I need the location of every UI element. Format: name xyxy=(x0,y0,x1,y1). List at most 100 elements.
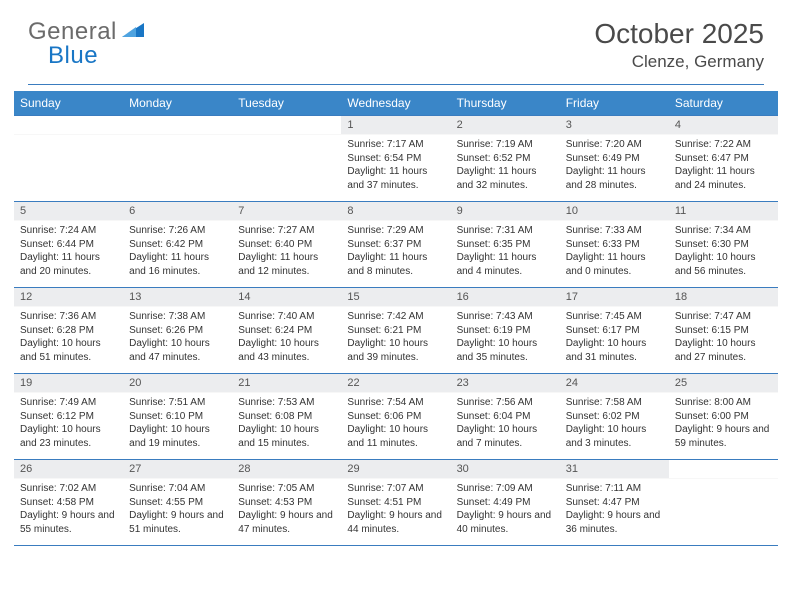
day-details: Sunrise: 7:31 AMSunset: 6:35 PMDaylight:… xyxy=(451,221,560,282)
day-details: Sunrise: 7:38 AMSunset: 6:26 PMDaylight:… xyxy=(123,307,232,368)
daylight-text: Daylight: 10 hours and 15 minutes. xyxy=(238,423,335,450)
daylight-text: Daylight: 9 hours and 40 minutes. xyxy=(457,509,554,536)
sunset-text: Sunset: 6:21 PM xyxy=(347,324,444,338)
sunset-text: Sunset: 6:40 PM xyxy=(238,238,335,252)
calendar-day-cell: 12Sunrise: 7:36 AMSunset: 6:28 PMDayligh… xyxy=(14,288,123,374)
day-details: Sunrise: 7:33 AMSunset: 6:33 PMDaylight:… xyxy=(560,221,669,282)
calendar-day-cell xyxy=(669,460,778,546)
daylight-text: Daylight: 10 hours and 19 minutes. xyxy=(129,423,226,450)
calendar-day-cell: 11Sunrise: 7:34 AMSunset: 6:30 PMDayligh… xyxy=(669,202,778,288)
sunset-text: Sunset: 6:26 PM xyxy=(129,324,226,338)
daylight-text: Daylight: 10 hours and 11 minutes. xyxy=(347,423,444,450)
calendar-day-cell: 27Sunrise: 7:04 AMSunset: 4:55 PMDayligh… xyxy=(123,460,232,546)
calendar-day-cell: 15Sunrise: 7:42 AMSunset: 6:21 PMDayligh… xyxy=(341,288,450,374)
sunrise-text: Sunrise: 7:31 AM xyxy=(457,224,554,238)
sunset-text: Sunset: 6:15 PM xyxy=(675,324,772,338)
sunrise-text: Sunrise: 7:24 AM xyxy=(20,224,117,238)
calendar-day-cell: 1Sunrise: 7:17 AMSunset: 6:54 PMDaylight… xyxy=(341,116,450,202)
day-number: 16 xyxy=(451,288,560,307)
brand-swoosh-icon xyxy=(122,21,146,44)
day-number: 1 xyxy=(341,116,450,135)
daylight-text: Daylight: 9 hours and 59 minutes. xyxy=(675,423,772,450)
calendar-day-cell: 18Sunrise: 7:47 AMSunset: 6:15 PMDayligh… xyxy=(669,288,778,374)
day-number: 17 xyxy=(560,288,669,307)
day-number: 14 xyxy=(232,288,341,307)
day-details: Sunrise: 8:00 AMSunset: 6:00 PMDaylight:… xyxy=(669,393,778,454)
daylight-text: Daylight: 10 hours and 27 minutes. xyxy=(675,337,772,364)
sunset-text: Sunset: 6:47 PM xyxy=(675,152,772,166)
daylight-text: Daylight: 10 hours and 3 minutes. xyxy=(566,423,663,450)
title-block: October 2025 Clenze, Germany xyxy=(594,18,764,72)
day-details: Sunrise: 7:43 AMSunset: 6:19 PMDaylight:… xyxy=(451,307,560,368)
day-details: Sunrise: 7:36 AMSunset: 6:28 PMDaylight:… xyxy=(14,307,123,368)
daylight-text: Daylight: 10 hours and 35 minutes. xyxy=(457,337,554,364)
day-header: Wednesday xyxy=(341,91,450,116)
calendar-day-cell: 19Sunrise: 7:49 AMSunset: 6:12 PMDayligh… xyxy=(14,374,123,460)
calendar-day-cell: 23Sunrise: 7:56 AMSunset: 6:04 PMDayligh… xyxy=(451,374,560,460)
calendar-day-cell: 24Sunrise: 7:58 AMSunset: 6:02 PMDayligh… xyxy=(560,374,669,460)
day-details: Sunrise: 7:53 AMSunset: 6:08 PMDaylight:… xyxy=(232,393,341,454)
day-details: Sunrise: 7:04 AMSunset: 4:55 PMDaylight:… xyxy=(123,479,232,540)
day-details: Sunrise: 7:05 AMSunset: 4:53 PMDaylight:… xyxy=(232,479,341,540)
calendar-day-cell: 26Sunrise: 7:02 AMSunset: 4:58 PMDayligh… xyxy=(14,460,123,546)
day-header: Saturday xyxy=(669,91,778,116)
day-header: Friday xyxy=(560,91,669,116)
daylight-text: Daylight: 9 hours and 36 minutes. xyxy=(566,509,663,536)
day-details: Sunrise: 7:42 AMSunset: 6:21 PMDaylight:… xyxy=(341,307,450,368)
sunset-text: Sunset: 6:04 PM xyxy=(457,410,554,424)
day-details: Sunrise: 7:07 AMSunset: 4:51 PMDaylight:… xyxy=(341,479,450,540)
calendar-header-row: Sunday Monday Tuesday Wednesday Thursday… xyxy=(14,91,778,116)
sunrise-text: Sunrise: 7:27 AM xyxy=(238,224,335,238)
brand-word-2: Blue xyxy=(48,42,98,69)
daylight-text: Daylight: 9 hours and 55 minutes. xyxy=(20,509,117,536)
sunrise-text: Sunrise: 7:09 AM xyxy=(457,482,554,496)
daylight-text: Daylight: 10 hours and 31 minutes. xyxy=(566,337,663,364)
sunrise-text: Sunrise: 7:54 AM xyxy=(347,396,444,410)
day-number: 4 xyxy=(669,116,778,135)
day-number: 5 xyxy=(14,202,123,221)
sunset-text: Sunset: 6:54 PM xyxy=(347,152,444,166)
calendar-day-cell: 14Sunrise: 7:40 AMSunset: 6:24 PMDayligh… xyxy=(232,288,341,374)
sunrise-text: Sunrise: 7:51 AM xyxy=(129,396,226,410)
sunset-text: Sunset: 6:06 PM xyxy=(347,410,444,424)
sunset-text: Sunset: 6:28 PM xyxy=(20,324,117,338)
sunset-text: Sunset: 6:10 PM xyxy=(129,410,226,424)
sunrise-text: Sunrise: 7:38 AM xyxy=(129,310,226,324)
day-number: 31 xyxy=(560,460,669,479)
day-number: 29 xyxy=(341,460,450,479)
sunrise-text: Sunrise: 7:36 AM xyxy=(20,310,117,324)
day-details: Sunrise: 7:24 AMSunset: 6:44 PMDaylight:… xyxy=(14,221,123,282)
page-header: General October 2025 Clenze, Germany xyxy=(0,0,792,78)
day-details: Sunrise: 7:49 AMSunset: 6:12 PMDaylight:… xyxy=(14,393,123,454)
day-details: Sunrise: 7:51 AMSunset: 6:10 PMDaylight:… xyxy=(123,393,232,454)
day-number: 7 xyxy=(232,202,341,221)
sunrise-text: Sunrise: 7:34 AM xyxy=(675,224,772,238)
sunrise-text: Sunrise: 7:43 AM xyxy=(457,310,554,324)
daylight-text: Daylight: 11 hours and 32 minutes. xyxy=(457,165,554,192)
day-number: 27 xyxy=(123,460,232,479)
day-number: 28 xyxy=(232,460,341,479)
day-number: 20 xyxy=(123,374,232,393)
sunset-text: Sunset: 4:51 PM xyxy=(347,496,444,510)
day-number: 12 xyxy=(14,288,123,307)
sunrise-text: Sunrise: 7:05 AM xyxy=(238,482,335,496)
sunset-text: Sunset: 4:58 PM xyxy=(20,496,117,510)
calendar-week-row: 5Sunrise: 7:24 AMSunset: 6:44 PMDaylight… xyxy=(14,202,778,288)
sunrise-text: Sunrise: 7:47 AM xyxy=(675,310,772,324)
sunrise-text: Sunrise: 7:33 AM xyxy=(566,224,663,238)
day-details: Sunrise: 7:27 AMSunset: 6:40 PMDaylight:… xyxy=(232,221,341,282)
day-details: Sunrise: 7:22 AMSunset: 6:47 PMDaylight:… xyxy=(669,135,778,196)
calendar-body: 1Sunrise: 7:17 AMSunset: 6:54 PMDaylight… xyxy=(14,116,778,546)
calendar-week-row: 12Sunrise: 7:36 AMSunset: 6:28 PMDayligh… xyxy=(14,288,778,374)
day-details: Sunrise: 7:40 AMSunset: 6:24 PMDaylight:… xyxy=(232,307,341,368)
daylight-text: Daylight: 10 hours and 7 minutes. xyxy=(457,423,554,450)
sunset-text: Sunset: 6:49 PM xyxy=(566,152,663,166)
sunset-text: Sunset: 4:55 PM xyxy=(129,496,226,510)
day-number: 8 xyxy=(341,202,450,221)
calendar-day-cell: 16Sunrise: 7:43 AMSunset: 6:19 PMDayligh… xyxy=(451,288,560,374)
day-header: Thursday xyxy=(451,91,560,116)
day-number: 30 xyxy=(451,460,560,479)
calendar-day-cell: 3Sunrise: 7:20 AMSunset: 6:49 PMDaylight… xyxy=(560,116,669,202)
sunrise-text: Sunrise: 7:19 AM xyxy=(457,138,554,152)
day-details: Sunrise: 7:56 AMSunset: 6:04 PMDaylight:… xyxy=(451,393,560,454)
